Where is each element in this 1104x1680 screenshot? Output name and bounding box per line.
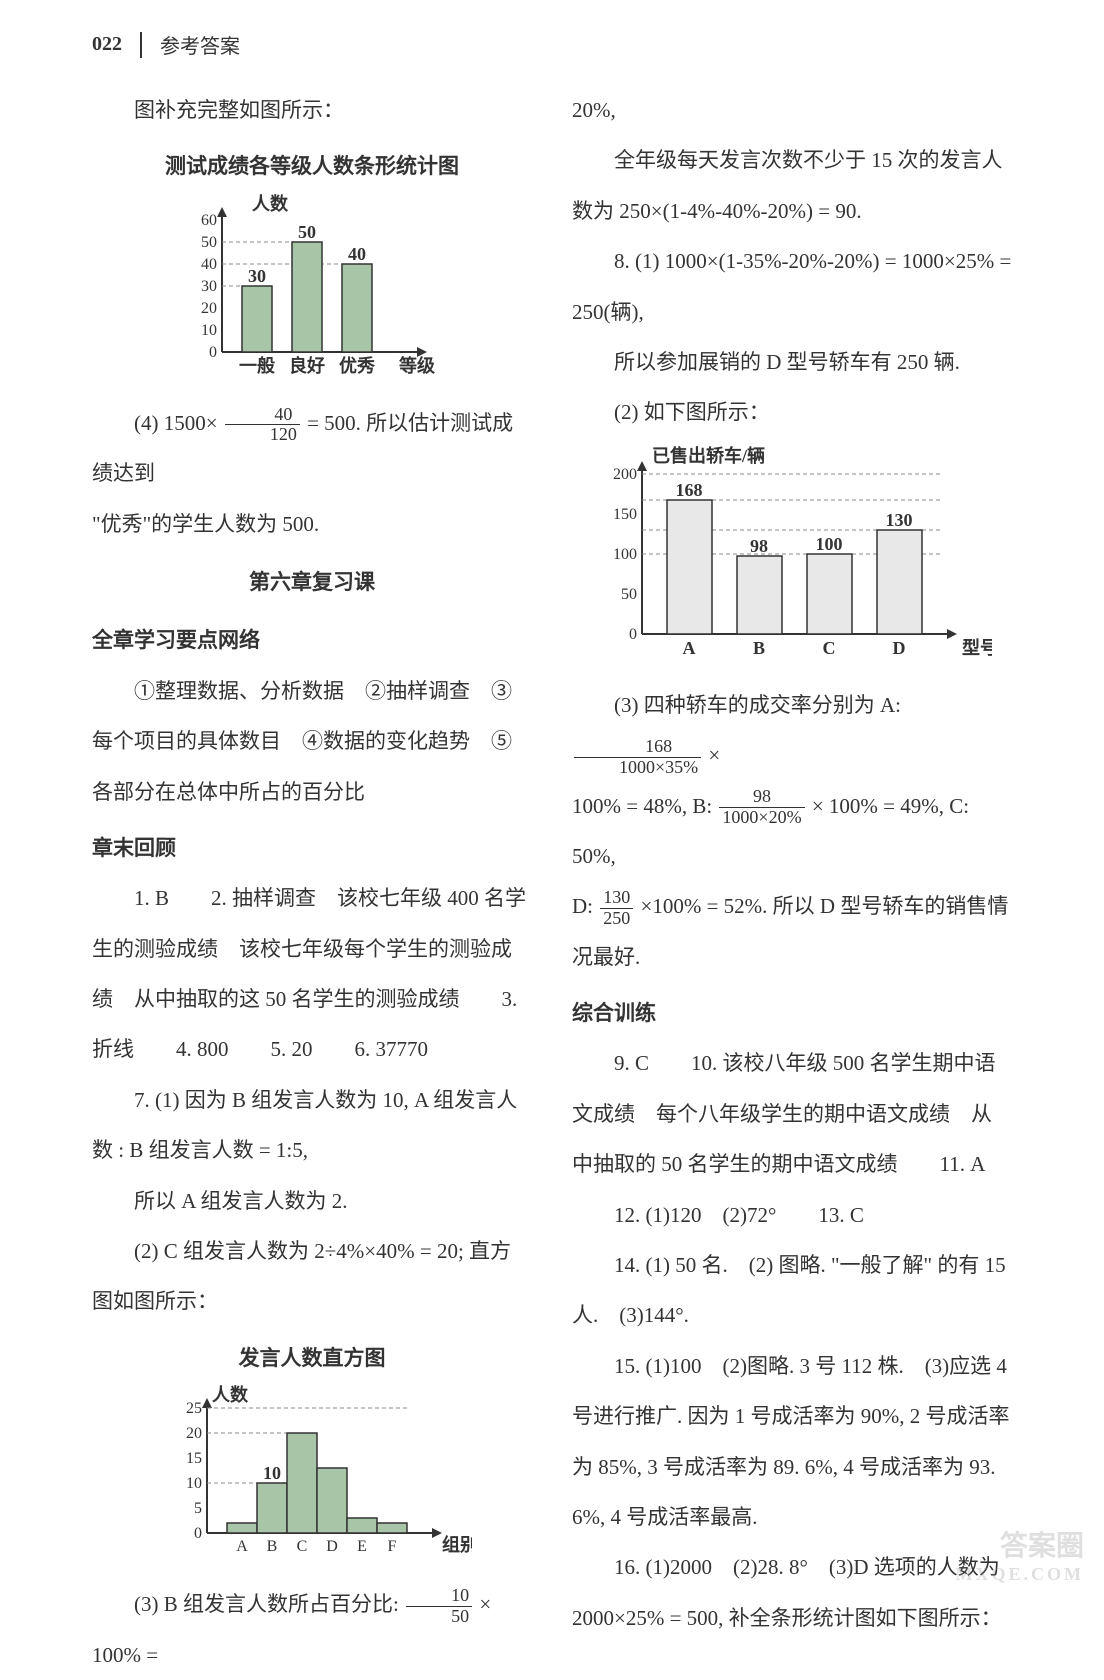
svg-text:10: 10 <box>263 1463 281 1483</box>
text: 图补充完整如图所示： <box>92 85 532 135</box>
svg-text:良好: 良好 <box>289 355 325 376</box>
svg-text:一般: 一般 <box>239 355 275 376</box>
svg-text:B: B <box>267 1538 278 1555</box>
svg-text:等级: 等级 <box>399 355 436 376</box>
heading: 全章学习要点网络 <box>92 615 532 665</box>
text: 7. (1) 因为 B 组发言人数为 10, A 组发言人数 : B 组发言人数… <box>92 1075 532 1176</box>
svg-text:168: 168 <box>676 480 703 500</box>
text: 14. (1) 50 名. (2) 图略. "一般了解" 的有 15 人. (3… <box>572 1240 1012 1341</box>
bar-chart-svg: 人数 0 10 20 30 40 50 60 <box>162 192 462 392</box>
svg-text:优秀: 优秀 <box>339 355 375 376</box>
y-axis-label: 人数 <box>212 1384 249 1405</box>
svg-text:5: 5 <box>194 1500 202 1517</box>
page-header: 022 参考答案 <box>92 30 240 59</box>
svg-text:E: E <box>357 1538 367 1555</box>
watermark-bottom: MXQE.COM <box>956 1564 1084 1585</box>
svg-text:20: 20 <box>201 300 217 317</box>
svg-text:100: 100 <box>816 534 843 554</box>
text: (4) 1500× 40 120 = 500. 所以估计测试成绩达到 <box>92 398 532 499</box>
text: 所以 A 组发言人数为 2. <box>92 1176 532 1226</box>
svg-text:50: 50 <box>298 222 316 242</box>
heading: 章末回顾 <box>92 823 532 873</box>
chart-1: 测试成绩各等级人数条形统计图 人数 0 10 20 30 <box>92 141 532 391</box>
right-column: 20%, 全年级每天发言次数不少于 15 次的发言人数为 250×(1-4%-4… <box>572 85 1012 1680</box>
svg-text:150: 150 <box>613 506 637 523</box>
text: D: 130 250 ×100% = 52%. 所以 D 型号轿车的销售情况最好… <box>572 881 1012 982</box>
chart-3: 已售出轿车/辆 0 50 100 150 200 <box>572 444 1012 674</box>
svg-text:30: 30 <box>201 278 217 295</box>
svg-text:30: 30 <box>248 266 266 286</box>
svg-text:130: 130 <box>886 510 913 530</box>
svg-text:40: 40 <box>348 244 366 264</box>
text: 所以参加展销的 D 型号轿车有 250 辆. <box>572 337 1012 387</box>
text: "优秀"的学生人数为 500. <box>92 499 532 549</box>
text: 9. C 10. 该校八年级 500 名学生期中语文成绩 每个八年级学生的期中语… <box>572 1038 1012 1189</box>
text: (2) C 组发言人数为 2÷4%×40% = 20; 直方图如图所示： <box>92 1226 532 1327</box>
text: 16. (1)2000 (2)28. 8° (3)D 选项的人数为 2000×2… <box>572 1542 1012 1643</box>
svg-text:15: 15 <box>186 1450 202 1467</box>
y-axis-label: 人数 <box>252 193 289 214</box>
svg-text:98: 98 <box>750 536 768 556</box>
svg-text:0: 0 <box>209 344 217 361</box>
svg-text:50: 50 <box>201 234 217 251</box>
svg-text:50: 50 <box>621 586 637 603</box>
text: (2) 如下图所示： <box>572 387 1012 437</box>
svg-text:F: F <box>388 1538 397 1555</box>
fraction: 40 120 <box>225 405 300 446</box>
svg-text:10: 10 <box>186 1475 202 1492</box>
svg-text:A: A <box>683 638 696 658</box>
svg-text:60: 60 <box>201 212 217 229</box>
text: 100% = 48%, B: 98 1000×20% × 100% = 49%,… <box>572 781 1012 882</box>
fraction: 10 50 <box>406 1586 472 1627</box>
svg-text:25: 25 <box>186 1400 202 1417</box>
svg-text:0: 0 <box>194 1525 202 1542</box>
x-axis-label: 组别 <box>442 1534 472 1555</box>
svg-text:40: 40 <box>201 256 217 273</box>
svg-text:D: D <box>893 638 906 658</box>
svg-text:100: 100 <box>613 546 637 563</box>
svg-text:20: 20 <box>186 1425 202 1442</box>
text: (3) 四种轿车的成交率分别为 A: 168 1000×35% × <box>572 680 1012 781</box>
text: ①整理数据、分析数据 ②抽样调查 ③每个项目的具体数目 ④数据的变化趋势 ⑤各部… <box>92 666 532 817</box>
car-chart-svg: 已售出轿车/辆 0 50 100 150 200 <box>592 444 992 674</box>
text: 12. (1)120 (2)72° 13. C <box>572 1190 1012 1240</box>
fraction: 168 1000×35% <box>574 737 701 778</box>
text: 1. B 2. 抽样调查 该校七年级 400 名学生的测验成绩 该校七年级每个学… <box>92 873 532 1075</box>
chart-title: 测试成绩各等级人数条形统计图 <box>92 141 532 191</box>
svg-text:B: B <box>753 638 765 658</box>
svg-text:10: 10 <box>201 322 217 339</box>
heading: 综合训练 <box>572 988 1012 1038</box>
svg-text:D: D <box>326 1538 338 1555</box>
svg-text:0: 0 <box>629 626 637 643</box>
watermark: 答案圈 MXQE.COM <box>956 1524 1084 1585</box>
text: 15. (1)100 (2)图略. 3 号 112 株. (3)应选 4 号进行… <box>572 1341 1012 1543</box>
fraction: 98 1000×20% <box>719 787 804 828</box>
svg-text:A: A <box>236 1538 248 1555</box>
watermark-top: 答案圈 <box>956 1524 1084 1564</box>
header-divider <box>140 32 142 58</box>
content-columns: 图补充完整如图所示： 测试成绩各等级人数条形统计图 人数 0 10 <box>92 85 1012 1680</box>
left-column: 图补充完整如图所示： 测试成绩各等级人数条形统计图 人数 0 10 <box>92 85 532 1680</box>
svg-text:C: C <box>823 638 836 658</box>
text: 全年级每天发言次数不少于 15 次的发言人数为 250×(1-4%-40%-20… <box>572 135 1012 236</box>
x-axis-label: 型号 <box>962 637 992 658</box>
text: 20%, <box>572 85 1012 135</box>
y-axis-label: 已售出轿车/辆 <box>652 445 765 466</box>
fraction: 130 250 <box>600 888 633 929</box>
chart-2: 发言人数直方图 人数 0 5 10 15 20 25 <box>92 1333 532 1573</box>
section-title: 第六章复习课 <box>92 557 532 607</box>
header-label: 参考答案 <box>160 30 240 59</box>
svg-text:C: C <box>297 1538 308 1555</box>
page-number: 022 <box>92 33 122 56</box>
histogram-svg: 人数 0 5 10 15 20 25 <box>152 1383 472 1573</box>
svg-text:200: 200 <box>613 466 637 483</box>
text: 8. (1) 1000×(1-35%-20%-20%) = 1000×25% =… <box>572 236 1012 337</box>
text: (3) B 组发言人数所占百分比: 10 50 × 100% = <box>92 1579 532 1680</box>
chart-title: 发言人数直方图 <box>92 1333 532 1383</box>
